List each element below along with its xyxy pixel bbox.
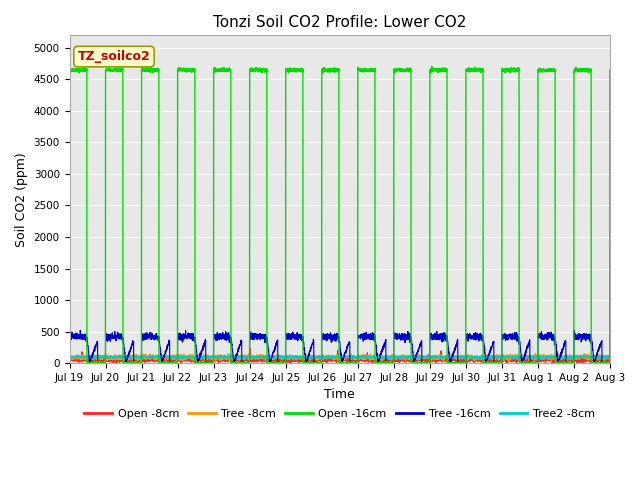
Line: Tree -8cm: Tree -8cm: [70, 353, 610, 362]
Open -16cm: [88, 360, 95, 366]
Open -16cm: [461, 360, 468, 366]
Tree -16cm: [606, 334, 614, 340]
Tree2 -8cm: [605, 354, 613, 360]
Tree -16cm: [163, 347, 171, 352]
Open -8cm: [163, 357, 171, 363]
Tree -8cm: [531, 350, 539, 356]
Tree -16cm: [66, 332, 74, 337]
Open -16cm: [492, 360, 499, 366]
Tree -8cm: [492, 356, 499, 361]
Tree -8cm: [461, 354, 468, 360]
Y-axis label: Soil CO2 (ppm): Soil CO2 (ppm): [15, 152, 28, 247]
Title: Tonzi Soil CO2 Profile: Lower CO2: Tonzi Soil CO2 Profile: Lower CO2: [213, 15, 467, 30]
Tree2 -8cm: [606, 353, 614, 359]
Tree2 -8cm: [319, 354, 327, 360]
Tree -16cm: [431, 330, 439, 336]
Text: TZ_soilco2: TZ_soilco2: [77, 50, 150, 63]
Tree -16cm: [605, 360, 613, 366]
Open -8cm: [492, 354, 499, 360]
Tree -8cm: [431, 355, 438, 360]
Tree2 -8cm: [163, 354, 170, 360]
Open -8cm: [605, 356, 613, 362]
Legend: Open -8cm, Tree -8cm, Open -16cm, Tree -16cm, Tree2 -8cm: Open -8cm, Tree -8cm, Open -16cm, Tree -…: [80, 404, 600, 423]
Tree -8cm: [319, 354, 327, 360]
Open -8cm: [320, 358, 328, 363]
Open -16cm: [606, 67, 614, 73]
Tree2 -8cm: [492, 353, 499, 359]
Line: Open -8cm: Open -8cm: [70, 348, 610, 363]
Tree2 -8cm: [563, 356, 571, 362]
Tree2 -8cm: [66, 355, 74, 360]
Tree -8cm: [137, 359, 145, 365]
Tree -8cm: [606, 354, 614, 360]
Open -16cm: [605, 360, 613, 366]
Open -16cm: [428, 63, 436, 69]
Tree -16cm: [94, 360, 102, 366]
Open -8cm: [431, 359, 439, 364]
Line: Tree2 -8cm: Tree2 -8cm: [70, 355, 610, 359]
Tree -8cm: [66, 353, 74, 359]
Tree -16cm: [461, 360, 468, 366]
Open -8cm: [246, 346, 254, 351]
X-axis label: Time: Time: [324, 388, 355, 401]
Tree2 -8cm: [431, 353, 438, 359]
Open -8cm: [606, 356, 614, 362]
Open -16cm: [431, 66, 439, 72]
Tree -8cm: [605, 353, 613, 359]
Tree2 -8cm: [461, 355, 468, 360]
Tree -16cm: [492, 360, 499, 366]
Line: Tree -16cm: Tree -16cm: [70, 330, 610, 363]
Open -16cm: [319, 66, 327, 72]
Line: Open -16cm: Open -16cm: [70, 66, 610, 363]
Tree -16cm: [76, 327, 84, 333]
Open -8cm: [66, 356, 74, 361]
Tree -8cm: [163, 353, 171, 359]
Tree -16cm: [320, 334, 328, 339]
Open -8cm: [88, 360, 96, 366]
Open -16cm: [66, 67, 74, 72]
Tree2 -8cm: [355, 352, 362, 358]
Open -16cm: [163, 360, 171, 366]
Open -8cm: [461, 356, 468, 362]
